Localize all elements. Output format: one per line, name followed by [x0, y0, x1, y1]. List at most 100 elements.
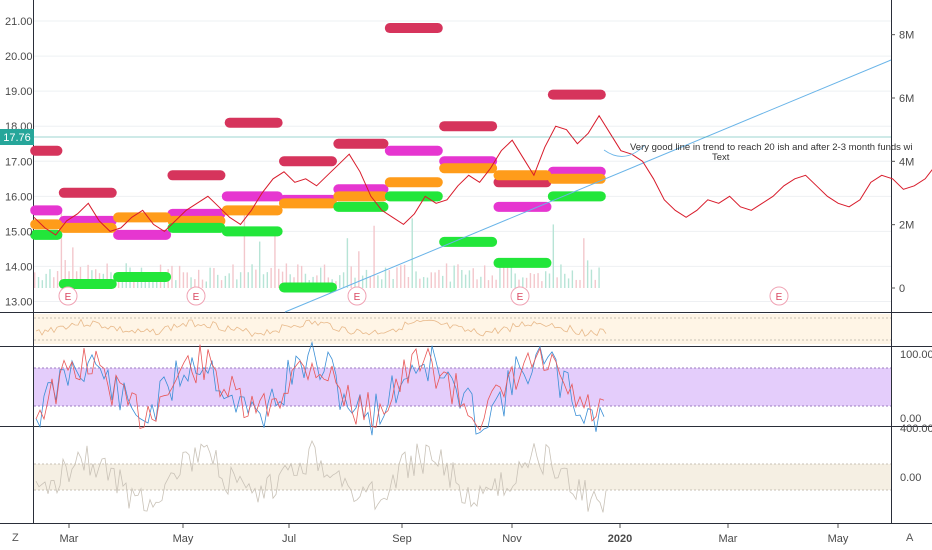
volume-bar [495, 279, 497, 288]
volume-bar [213, 268, 215, 288]
volume-bar [373, 225, 375, 288]
volume-bar [491, 275, 493, 288]
volume-bar [285, 263, 288, 288]
volume-bar [144, 281, 146, 288]
volume-bar [346, 238, 349, 288]
volume-axis[interactable]: 8M 6M 4M 2M 0 [891, 30, 914, 295]
volume-bar [163, 278, 166, 288]
level-bar [113, 229, 172, 240]
volume-bar [468, 270, 471, 288]
volume-bar [339, 275, 341, 288]
volume-bar [522, 277, 524, 288]
stoch-axis-label: 0.00 [900, 413, 921, 425]
volume-bar [228, 273, 230, 288]
volume-bar [209, 267, 211, 288]
volume-bar [499, 266, 501, 288]
volume-bar [377, 275, 379, 288]
trendline-segment[interactable] [284, 59, 892, 313]
price-tick-label: 15.00 [5, 226, 33, 238]
volume-bar [312, 276, 314, 288]
volume-bar [560, 264, 562, 288]
volume-tick-label: 6M [899, 93, 914, 105]
earnings-marker[interactable] [510, 286, 530, 306]
note-annotation[interactable]: Very good line in trend to reach 20 ish … [603, 142, 913, 163]
volume-bar [133, 281, 135, 288]
volume-bar [304, 273, 307, 288]
osc-axis-label: 400.00 [900, 423, 932, 435]
volume-bar [53, 277, 55, 288]
time-axis[interactable]: Mar May Jul Sep Nov 2020 Mar May [60, 524, 849, 545]
volume-bar [464, 274, 467, 288]
level-bar [58, 222, 117, 233]
volume-bar [369, 276, 371, 288]
volume-bar [121, 276, 124, 288]
volume-bar [411, 218, 413, 288]
price-tick-label: 21.00 [5, 16, 33, 28]
volume-bar [590, 269, 593, 288]
volume-bar [34, 272, 36, 288]
volume-bar [442, 275, 444, 288]
earnings-marker[interactable] [58, 286, 78, 306]
volume-bar [45, 273, 47, 288]
volume-bar [453, 265, 455, 288]
earnings-marker-label: E [65, 292, 72, 303]
volume-bar [49, 269, 51, 288]
volume-bar [361, 275, 364, 288]
volume-bar [281, 271, 284, 288]
level-bar [30, 229, 63, 240]
volume-bar [388, 270, 391, 288]
volume-bar [297, 264, 299, 288]
volume-bar [457, 264, 459, 288]
volume-bar [37, 277, 40, 288]
volume-bar [541, 281, 543, 288]
level-bar [113, 271, 172, 282]
price-tick-label: 13.00 [5, 296, 33, 308]
volume-bar [220, 280, 223, 288]
volume-bar [300, 265, 303, 288]
level-bar [279, 282, 337, 293]
volume-bar [396, 267, 398, 288]
volume-bar [449, 281, 452, 288]
level-bar [30, 219, 63, 230]
earnings-marker[interactable] [769, 286, 789, 306]
volume-bar [56, 271, 59, 288]
level-bar [439, 121, 498, 132]
volume-bar [579, 279, 581, 288]
volume-bar [239, 272, 242, 288]
volume-bar [255, 269, 257, 288]
earnings-marker-label: E [193, 292, 200, 303]
timezone-button[interactable]: Z [12, 532, 19, 544]
earnings-marker[interactable] [347, 286, 367, 306]
volume-bar [289, 274, 291, 288]
close-series [33, 114, 932, 236]
volume-bar [224, 275, 227, 288]
volume-bar [87, 264, 89, 288]
volume-bar [407, 277, 410, 288]
earnings-marker[interactable] [186, 286, 206, 306]
stoch-axis-label: 100.00 [900, 349, 932, 361]
volume-bar [529, 273, 532, 288]
trendline[interactable] [284, 59, 892, 313]
volume-bar [544, 271, 547, 288]
volume-bar [365, 269, 368, 288]
volume-tick-label: 8M [899, 30, 914, 42]
volume-bar [106, 263, 108, 288]
volume-bar [323, 264, 326, 288]
level-bar [167, 170, 226, 181]
level-bar [547, 173, 606, 184]
volume-bar [392, 278, 394, 288]
price-axis[interactable]: 21.0020.0019.0018.0017.0016.0015.0014.00… [5, 16, 33, 308]
volume-bar [525, 277, 528, 288]
level-bar [384, 145, 443, 156]
volume-bar [320, 267, 322, 288]
time-tick-label: May [173, 533, 194, 545]
volume-bar [205, 281, 207, 288]
oscillator-panel-1 [34, 314, 891, 344]
price-tick-label: 17.00 [5, 156, 33, 168]
volume-bar [487, 280, 490, 288]
autoscale-button[interactable]: A [906, 532, 914, 544]
level-bar [30, 145, 63, 156]
time-tick-label: 2020 [608, 533, 632, 545]
